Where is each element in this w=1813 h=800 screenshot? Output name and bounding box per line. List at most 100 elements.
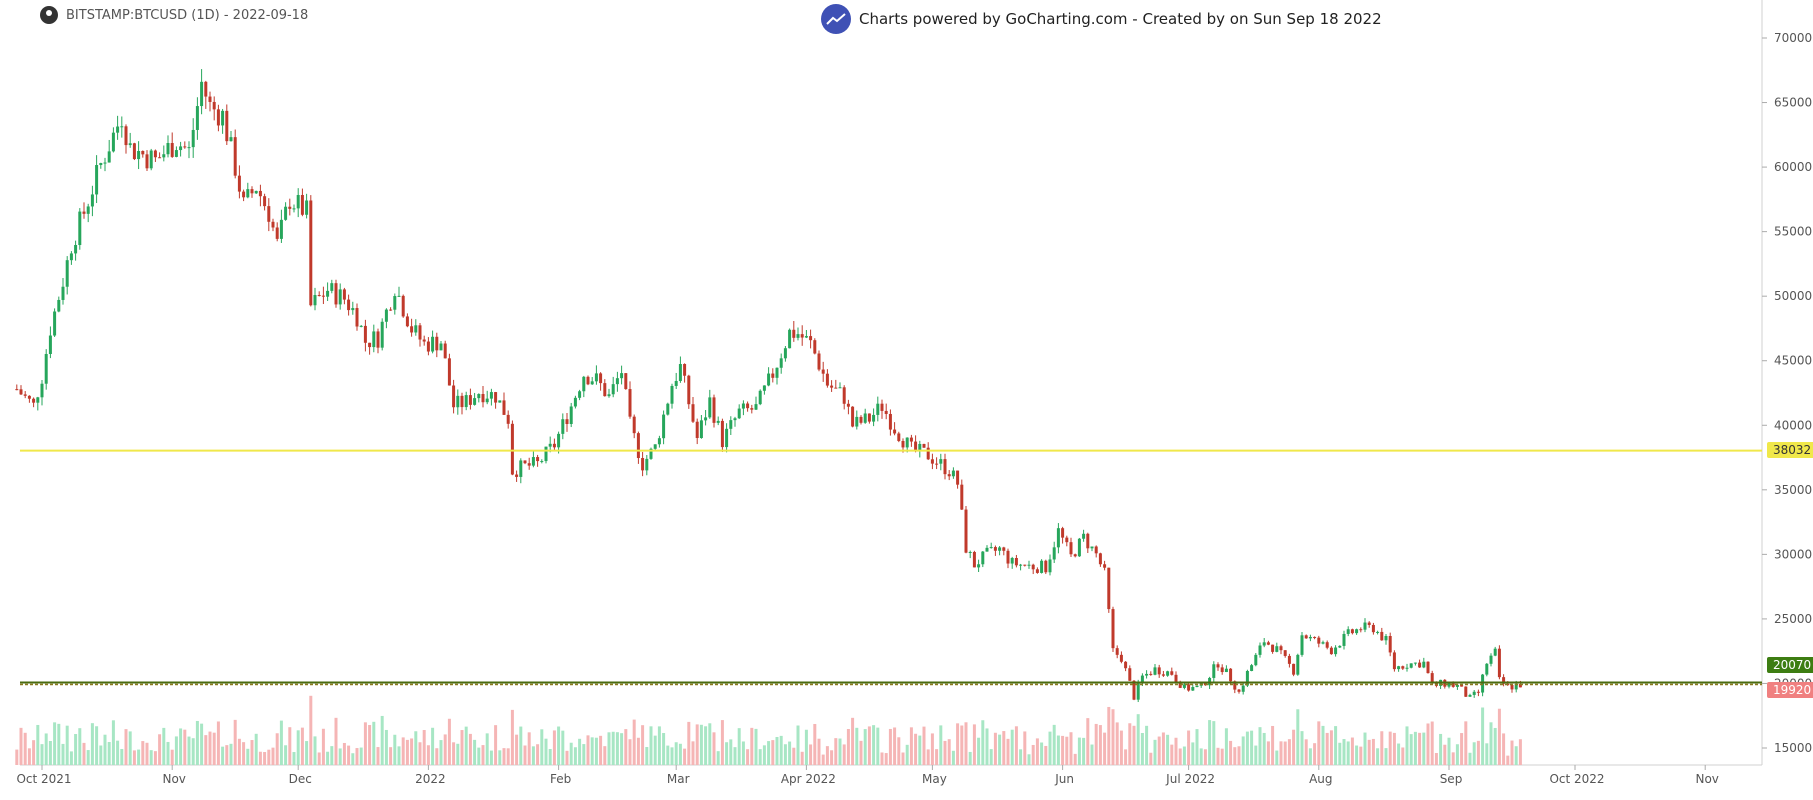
- candle-body: [834, 387, 838, 389]
- volume-bar: [410, 738, 414, 765]
- candle-body: [141, 151, 145, 155]
- volume-bar: [82, 742, 86, 765]
- volume-bar: [166, 741, 170, 765]
- candle-body: [1460, 684, 1464, 687]
- volume-bar: [603, 746, 607, 765]
- candle-body: [1119, 654, 1123, 662]
- volume-bar: [1145, 725, 1149, 765]
- candle-body: [1027, 564, 1031, 566]
- candle-body: [1363, 622, 1367, 630]
- candle-body: [48, 335, 52, 355]
- candle-body: [1514, 683, 1518, 690]
- volume-bar: [1073, 753, 1077, 765]
- candle-body: [1212, 664, 1216, 678]
- candle-body: [1191, 687, 1195, 691]
- candle-body: [1430, 673, 1434, 683]
- volume-bar: [342, 742, 346, 765]
- candle-body: [800, 334, 804, 338]
- volume-bar: [1111, 709, 1115, 765]
- volume-bar: [208, 731, 212, 765]
- volume-bar: [1199, 748, 1203, 765]
- candle-body: [527, 463, 531, 466]
- volume-bar: [414, 731, 418, 765]
- candle-body: [78, 211, 82, 245]
- volume-bar: [284, 745, 288, 765]
- volume-bar: [830, 750, 834, 765]
- candle-body: [1019, 564, 1023, 566]
- candle-body: [1237, 689, 1241, 692]
- volume-bar: [993, 732, 997, 765]
- candle-body: [641, 458, 645, 471]
- volume-bar: [397, 746, 401, 765]
- volume-bar: [767, 741, 771, 765]
- volume-bar: [128, 731, 132, 765]
- volume-bar: [405, 739, 409, 765]
- volume-bar: [704, 726, 708, 765]
- candle-body: [284, 206, 288, 220]
- y-tick-label: 50000: [1774, 289, 1812, 303]
- volume-bar: [775, 736, 779, 765]
- candle-body: [935, 463, 939, 465]
- candle-body: [158, 157, 162, 159]
- volume-bar: [242, 742, 246, 765]
- volume-bar: [678, 743, 682, 765]
- volume-bar: [578, 738, 582, 765]
- volume-bar: [998, 734, 1002, 765]
- candle-body: [1308, 636, 1312, 639]
- volume-bar: [1506, 755, 1510, 765]
- candle-body: [985, 547, 989, 552]
- candle-body: [443, 343, 447, 359]
- candle-body: [1338, 645, 1342, 648]
- volume-bar: [69, 751, 73, 765]
- candle-body: [964, 509, 968, 553]
- volume-bar: [317, 752, 321, 765]
- candle-body: [515, 474, 519, 477]
- volume-bar: [586, 735, 590, 765]
- volume-bar: [935, 749, 939, 765]
- volume-bar: [195, 720, 199, 765]
- volume-bar: [1439, 733, 1443, 765]
- candle-body: [422, 339, 426, 342]
- candle-body: [1044, 560, 1048, 573]
- volume-bar: [599, 735, 603, 765]
- volume-bar: [1350, 737, 1354, 765]
- candle-body: [414, 325, 418, 333]
- candle-body: [263, 196, 267, 207]
- candle-body: [615, 378, 619, 385]
- volume-bar: [1304, 739, 1308, 765]
- volume-bar: [552, 730, 556, 765]
- volume-bar: [1094, 723, 1098, 765]
- candle-body: [1124, 661, 1128, 669]
- candle-body: [237, 175, 241, 192]
- volume-bar: [632, 719, 636, 765]
- volume-bar: [233, 719, 237, 765]
- volume-bar: [1334, 726, 1338, 765]
- candle-body: [69, 253, 73, 261]
- candle-body: [993, 547, 997, 551]
- volume-bar: [191, 738, 195, 765]
- volume-bar: [439, 740, 443, 765]
- candle-body: [225, 110, 229, 142]
- candle-body: [531, 457, 535, 466]
- volume-bar: [1426, 723, 1430, 765]
- candle-body: [174, 150, 178, 157]
- volume-bar: [531, 746, 535, 765]
- candle-body: [23, 394, 27, 396]
- candle-body: [305, 200, 309, 215]
- volume-bar: [620, 733, 624, 765]
- volume-bar: [237, 738, 241, 765]
- candle-body: [1426, 661, 1430, 674]
- volume-bar: [1367, 739, 1371, 765]
- candle-body: [452, 385, 456, 408]
- volume-bar: [422, 730, 426, 765]
- candle-body: [1355, 629, 1359, 634]
- volume-bar: [536, 744, 540, 765]
- candle-body: [229, 137, 233, 142]
- volume-bar: [258, 751, 262, 765]
- volume-bar: [762, 745, 766, 765]
- candle-body: [347, 299, 351, 311]
- volume-bar: [103, 734, 107, 765]
- volume-bar: [708, 723, 712, 765]
- candle-body: [989, 547, 993, 549]
